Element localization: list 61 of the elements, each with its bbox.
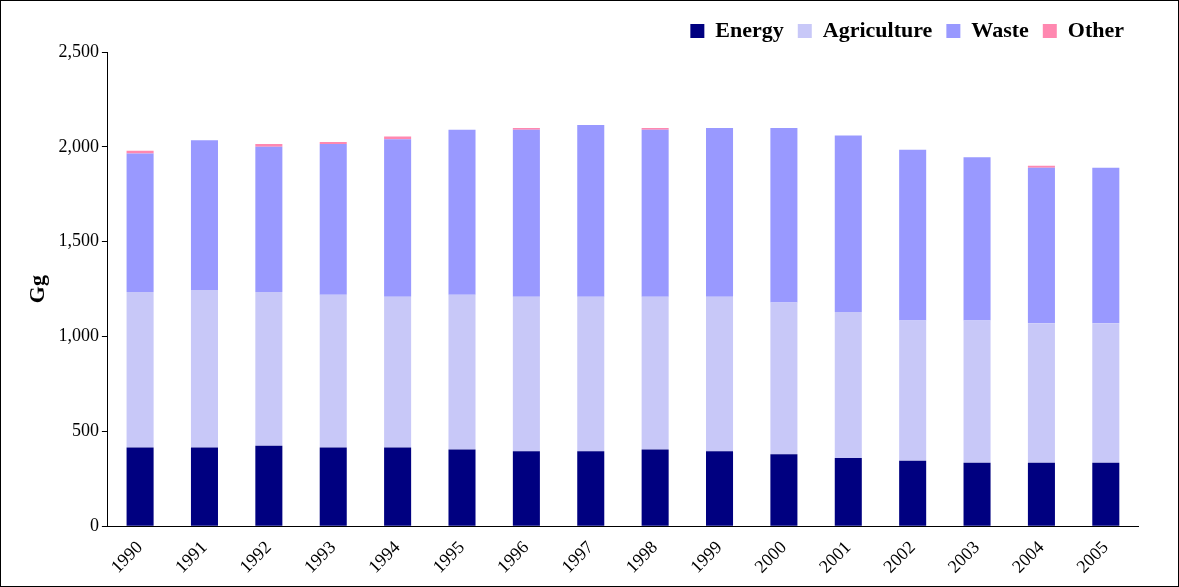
bar <box>190 447 218 526</box>
bar <box>899 149 927 321</box>
bar <box>126 153 154 292</box>
bar <box>834 135 862 312</box>
y-tick-label: 0 <box>89 515 99 536</box>
bar <box>1027 462 1055 526</box>
legend-label: Waste <box>971 16 1030 42</box>
bar <box>706 127 734 297</box>
bar <box>255 146 283 292</box>
bar <box>384 136 412 140</box>
bar <box>1027 167 1055 324</box>
y-tick-label: 500 <box>71 420 99 441</box>
bar <box>384 447 412 526</box>
bar <box>577 451 605 526</box>
bar <box>577 125 605 297</box>
bar <box>448 449 476 526</box>
bar <box>706 451 734 526</box>
bar <box>899 320 927 461</box>
bar <box>770 127 798 303</box>
bar <box>1092 323 1120 463</box>
bar <box>255 144 283 147</box>
bar <box>770 302 798 455</box>
y-tick-label: 1,500 <box>58 230 99 251</box>
y-tick-label: 1,000 <box>58 325 99 346</box>
bar <box>963 320 991 463</box>
bar <box>384 296 412 448</box>
bar <box>641 296 669 450</box>
bar <box>190 290 218 448</box>
bar <box>706 296 734 452</box>
bar <box>1027 323 1055 463</box>
y-axis-title: Gg <box>23 275 49 304</box>
bar <box>319 144 347 295</box>
legend-label: Energy <box>715 16 784 42</box>
bar <box>834 311 862 458</box>
bar <box>512 296 540 452</box>
bar <box>448 294 476 450</box>
bar <box>255 291 283 446</box>
bar <box>899 460 927 526</box>
legend-label: Agriculture <box>822 16 933 42</box>
bar <box>190 140 218 291</box>
y-tick-label: 2,500 <box>58 40 99 61</box>
bar <box>1092 167 1120 324</box>
bar <box>963 157 991 321</box>
bar <box>126 291 154 448</box>
bar <box>770 454 798 526</box>
y-tick-label: 2,000 <box>58 135 99 156</box>
bar <box>512 129 540 297</box>
bar <box>512 451 540 526</box>
bar <box>384 139 412 297</box>
bar <box>319 294 347 448</box>
bar <box>577 296 605 452</box>
bar <box>126 447 154 526</box>
bar <box>448 129 476 295</box>
bar <box>319 447 347 526</box>
bar <box>834 457 862 526</box>
bar <box>641 129 669 297</box>
bar <box>641 449 669 526</box>
bar <box>1092 462 1120 526</box>
bar <box>255 445 283 526</box>
legend-label: Other <box>1067 16 1125 42</box>
bar <box>963 462 991 526</box>
